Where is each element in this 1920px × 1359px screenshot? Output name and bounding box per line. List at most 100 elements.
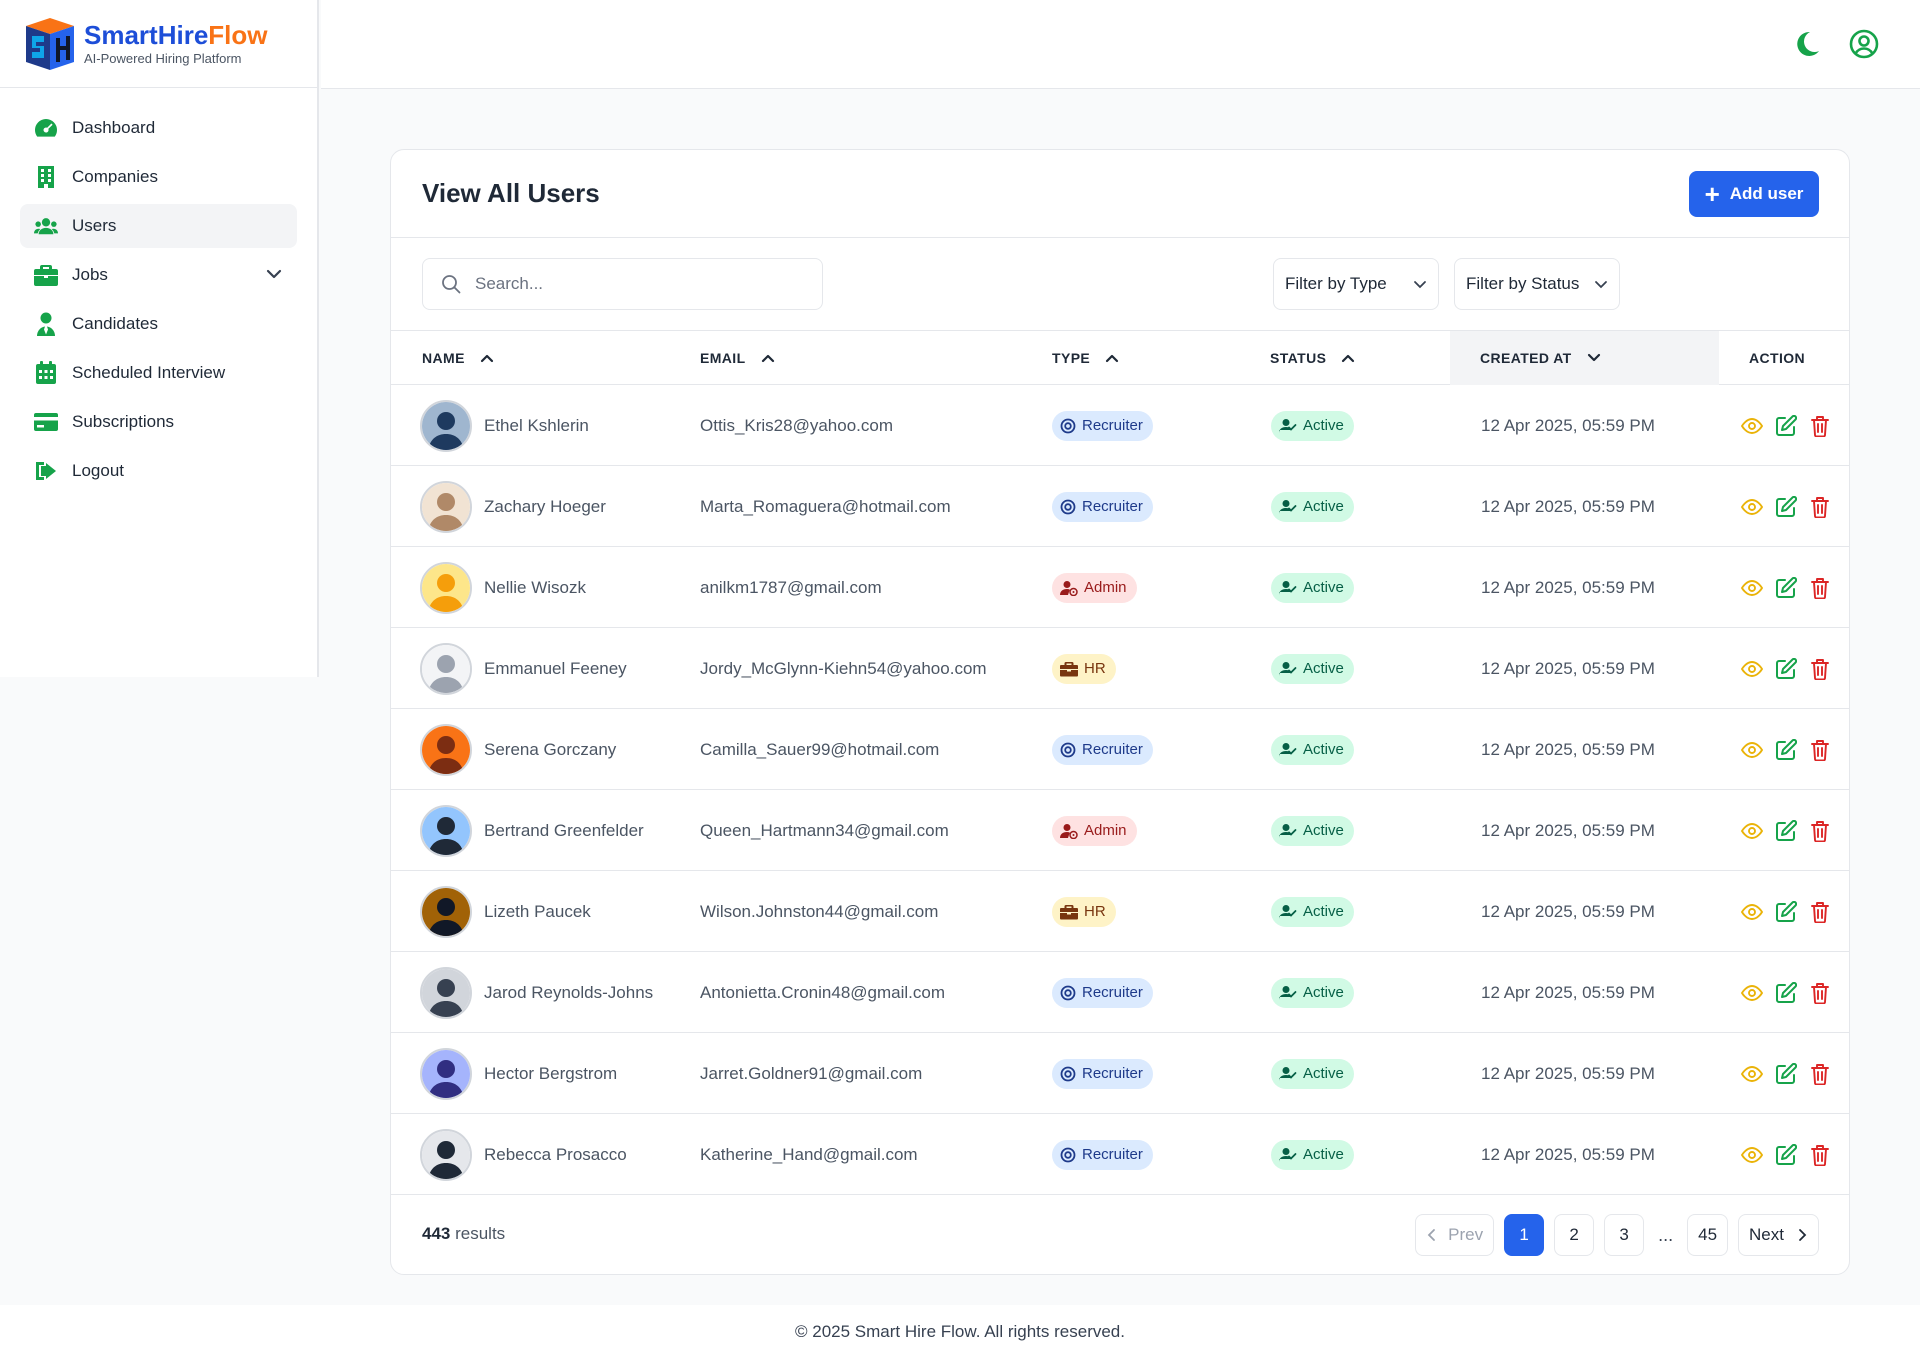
- target-icon: [1060, 1147, 1076, 1163]
- search-box[interactable]: [422, 258, 823, 310]
- target-icon: [1060, 742, 1076, 758]
- edit-icon[interactable]: [1774, 414, 1798, 438]
- table-row[interactable]: Emmanuel Feeney Jordy_McGlynn-Kiehn54@ya…: [391, 628, 1849, 709]
- status-label: Active: [1303, 741, 1344, 758]
- chevron-down-icon: [1583, 277, 1619, 291]
- trash-icon[interactable]: [1808, 657, 1832, 681]
- briefcase-icon: [1060, 661, 1078, 677]
- type-label: Recruiter: [1082, 498, 1143, 515]
- user-status-cell: Active: [1271, 628, 1354, 709]
- sidebar-item-candidates[interactable]: Candidates: [20, 302, 297, 346]
- view-icon[interactable]: [1740, 657, 1764, 681]
- table-row[interactable]: Serena Gorczany Camilla_Sauer99@hotmail.…: [391, 709, 1849, 790]
- column-header-type[interactable]: TYPE: [1052, 331, 1120, 385]
- trash-icon[interactable]: [1808, 1062, 1832, 1086]
- sidebar-item-jobs[interactable]: Jobs: [20, 253, 297, 297]
- avatar[interactable]: [420, 885, 472, 938]
- edit-icon[interactable]: [1774, 981, 1798, 1005]
- user-name: Serena Gorczany: [484, 739, 617, 759]
- page-button-1[interactable]: 1: [1504, 1214, 1545, 1256]
- avatar[interactable]: [420, 642, 472, 695]
- edit-icon[interactable]: [1774, 1143, 1798, 1167]
- avatar[interactable]: [420, 1047, 472, 1100]
- add-user-button[interactable]: + Add user: [1689, 171, 1819, 217]
- sidebar-item-companies[interactable]: Companies: [20, 155, 297, 199]
- chevron-up-icon: [1104, 350, 1120, 366]
- edit-icon[interactable]: [1774, 900, 1798, 924]
- table-row[interactable]: Hector Bergstrom Jarret.Goldner91@gmail.…: [391, 1033, 1849, 1114]
- trash-icon[interactable]: [1808, 495, 1832, 519]
- edit-icon[interactable]: [1774, 738, 1798, 762]
- user-name-cell: Emmanuel Feeney: [420, 628, 627, 709]
- page-button-last[interactable]: 45: [1687, 1214, 1729, 1256]
- chevron-left-icon: [1426, 1228, 1438, 1242]
- view-icon[interactable]: [1740, 738, 1764, 762]
- sidebar-item-logout[interactable]: Logout: [20, 449, 297, 493]
- avatar[interactable]: [420, 1128, 472, 1181]
- view-icon[interactable]: [1740, 900, 1764, 924]
- avatar[interactable]: [420, 480, 472, 533]
- user-email: Camilla_Sauer99@hotmail.com: [700, 739, 940, 759]
- view-icon[interactable]: [1740, 1143, 1764, 1167]
- sidebar-item-dashboard[interactable]: Dashboard: [20, 106, 297, 150]
- view-icon[interactable]: [1740, 414, 1764, 438]
- user-status-cell: Active: [1271, 1033, 1354, 1114]
- column-header-name[interactable]: NAME: [422, 331, 495, 385]
- status-badge: Active: [1271, 410, 1354, 441]
- chevron-down-icon[interactable]: [265, 265, 283, 288]
- sidebar-item-subscriptions[interactable]: Subscriptions: [20, 400, 297, 444]
- table-row[interactable]: Lizeth Paucek Wilson.Johnston44@gmail.co…: [391, 871, 1849, 952]
- user-name: Lizeth Paucek: [484, 901, 591, 921]
- trash-icon[interactable]: [1808, 819, 1832, 843]
- user-circle-icon[interactable]: [1848, 28, 1880, 60]
- view-icon[interactable]: [1740, 819, 1764, 843]
- column-header-email[interactable]: EMAIL: [700, 331, 776, 385]
- table-row[interactable]: Zachary Hoeger Marta_Romaguera@hotmail.c…: [391, 466, 1849, 547]
- trash-icon[interactable]: [1808, 981, 1832, 1005]
- filter-status-select[interactable]: Filter by Status: [1454, 258, 1620, 310]
- edit-icon[interactable]: [1774, 657, 1798, 681]
- avatar[interactable]: [420, 804, 472, 857]
- trash-icon[interactable]: [1808, 576, 1832, 600]
- table-row[interactable]: Ethel Kshlerin Ottis_Kris28@yahoo.com Re…: [391, 385, 1849, 466]
- avatar[interactable]: [420, 561, 472, 614]
- user-check-icon: [1279, 1066, 1297, 1082]
- edit-icon[interactable]: [1774, 819, 1798, 843]
- trash-icon[interactable]: [1808, 414, 1832, 438]
- moon-icon[interactable]: [1792, 28, 1824, 60]
- edit-icon[interactable]: [1774, 495, 1798, 519]
- avatar[interactable]: [420, 399, 472, 452]
- page-button-2[interactable]: 2: [1554, 1214, 1595, 1256]
- trash-icon[interactable]: [1808, 738, 1832, 762]
- table-row[interactable]: Rebecca Prosacco Katherine_Hand@gmail.co…: [391, 1114, 1849, 1195]
- trash-icon[interactable]: [1808, 900, 1832, 924]
- prev-page-button[interactable]: Prev: [1415, 1214, 1495, 1256]
- search-input[interactable]: [475, 274, 795, 294]
- user-check-icon: [1279, 904, 1297, 920]
- avatar[interactable]: [420, 723, 472, 776]
- view-icon[interactable]: [1740, 1062, 1764, 1086]
- view-icon[interactable]: [1740, 495, 1764, 519]
- edit-icon[interactable]: [1774, 576, 1798, 600]
- page-button-3[interactable]: 3: [1604, 1214, 1645, 1256]
- sidebar-item-scheduled-interview[interactable]: Scheduled Interview: [20, 351, 297, 395]
- edit-icon[interactable]: [1774, 1062, 1798, 1086]
- filter-type-select[interactable]: Filter by Type: [1273, 258, 1439, 310]
- view-icon[interactable]: [1740, 576, 1764, 600]
- chevron-down-icon: [1586, 350, 1602, 366]
- column-header-status[interactable]: STATUS: [1270, 331, 1356, 385]
- next-page-button[interactable]: Next: [1738, 1214, 1819, 1256]
- search-icon: [441, 274, 461, 294]
- sidebar-item-users[interactable]: Users: [20, 204, 297, 248]
- table-row[interactable]: Jarod Reynolds-Johns Antonietta.Cronin48…: [391, 952, 1849, 1033]
- trash-icon[interactable]: [1808, 1143, 1832, 1167]
- table-row[interactable]: Nellie Wisozk anilkm1787@gmail.com Admin…: [391, 547, 1849, 628]
- view-icon[interactable]: [1740, 981, 1764, 1005]
- avatar[interactable]: [420, 966, 472, 1019]
- type-badge: Recruiter: [1052, 410, 1153, 441]
- table-row[interactable]: Bertrand Greenfelder Queen_Hartmann34@gm…: [391, 790, 1849, 871]
- brand[interactable]: SmartHireFlow AI-Powered Hiring Platform: [0, 0, 317, 88]
- user-email: anilkm1787@gmail.com: [700, 577, 882, 597]
- type-badge: Recruiter: [1052, 734, 1153, 765]
- column-header-created-at[interactable]: CREATED AT: [1450, 331, 1719, 385]
